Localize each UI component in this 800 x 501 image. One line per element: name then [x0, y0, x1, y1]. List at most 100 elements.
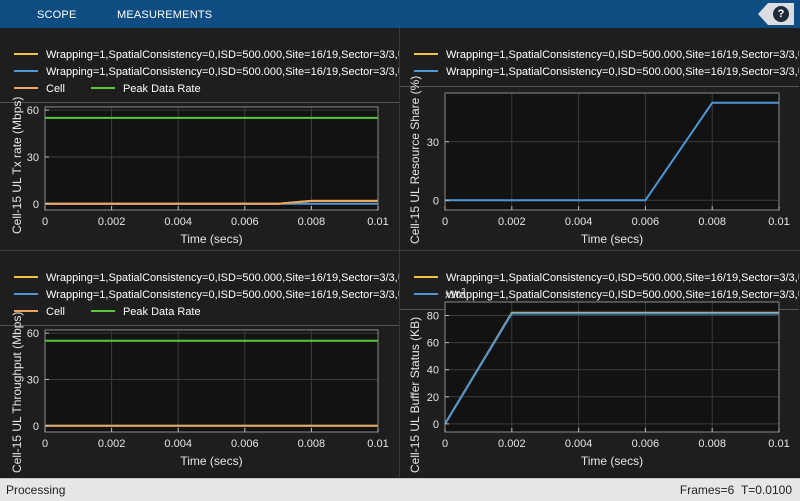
- y-tick-label: 60: [27, 105, 39, 117]
- legend-label: Wrapping=1,SpatialConsistency=0,ISD=500.…: [46, 66, 399, 78]
- panel-resource-share: Wrapping=1,SpatialConsistency=0,ISD=500.…: [400, 28, 799, 250]
- x-tick-label: 0.002: [498, 216, 526, 228]
- plot-area: [445, 93, 779, 210]
- legend-border: [0, 325, 399, 326]
- legend-label: Peak Data Rate: [122, 306, 201, 318]
- x-tick-label: 0.008: [698, 216, 726, 228]
- x-tick-label: 0.002: [98, 438, 126, 450]
- legend-entry[interactable]: Wrapping=1,SpatialConsistency=0,ISD=500.…: [14, 289, 399, 303]
- legend-label: Cell: [46, 83, 65, 95]
- x-tick-label: 0.006: [632, 216, 660, 228]
- y-tick-label: 60: [27, 328, 39, 340]
- y-tick-label: 30: [427, 137, 439, 149]
- legend-line-blue: [414, 70, 438, 73]
- tab-scope[interactable]: SCOPE: [37, 9, 77, 21]
- toolstrip: SCOPE MEASUREMENTS ?: [0, 0, 800, 28]
- legend-line-yellow: [14, 53, 38, 56]
- series-line: [45, 199, 378, 205]
- chart-axes[interactable]: 0 0.002 0.004 0.006 0.008 0.01 0 30 60 Time (secs…: [0, 251, 399, 473]
- legend-line-yellow: [14, 276, 38, 279]
- legend-entry[interactable]: Cell: [14, 306, 65, 318]
- y-tick-label: 30: [27, 152, 39, 164]
- legend-entry[interactable]: Wrapping=1,SpatialConsistency=0,ISD=500.…: [414, 272, 799, 286]
- x-axis-label: Time (secs): [180, 232, 242, 246]
- chart-axes[interactable]: 0 0.002 0.004 0.006 0.008 0.01 0 30 60 Time (secs…: [0, 28, 399, 250]
- y-tick-label: 0: [433, 419, 439, 431]
- panel-buffer-status: Wrapping=1,SpatialConsistency=0,ISD=500.…: [400, 251, 799, 473]
- axes-box: [44, 106, 379, 211]
- legend-line-blue: [414, 293, 438, 296]
- status-bar: Processing Frames=6 T=0.0100: [0, 478, 800, 501]
- y-tick-label: 60: [427, 338, 439, 350]
- x-tick-label: 0: [442, 216, 448, 228]
- x-tick-label: 0: [42, 216, 48, 228]
- status-readout: Frames=6 T=0.0100: [680, 483, 792, 497]
- legend-entry[interactable]: Wrapping=1,SpatialConsistency=0,ISD=500.…: [14, 66, 399, 80]
- y-tick-label: 20: [427, 392, 439, 404]
- tab-measurements[interactable]: MEASUREMENTS: [117, 9, 213, 21]
- x-tick-label: 0.004: [565, 438, 593, 450]
- legend[interactable]: Wrapping=1,SpatialConsistency=0,ISD=500.…: [0, 251, 399, 351]
- legend-label: Wrapping=1,SpatialConsistency=0,ISD=500.…: [46, 289, 399, 301]
- legend-entry[interactable]: Wrapping=1,SpatialConsistency=0,ISD=500.…: [414, 289, 799, 303]
- legend-label: Wrapping=1,SpatialConsistency=0,ISD=500.…: [446, 66, 799, 78]
- x-tick-label: 0.01: [367, 216, 388, 228]
- x-axis-label: Time (secs): [581, 454, 643, 468]
- help-button-shape: ?: [758, 3, 794, 25]
- x-tick-label: 0.006: [632, 438, 660, 450]
- legend-line-yellow: [414, 53, 438, 56]
- panel-divider-vertical: [399, 28, 400, 477]
- x-tick-label: 0.008: [298, 438, 326, 450]
- chart-axes[interactable]: 0 0.002 0.004 0.006 0.008 0.01 0 20 40 60 80 Time (…: [400, 251, 799, 473]
- legend-label: Wrapping=1,SpatialConsistency=0,ISD=500.…: [446, 49, 799, 61]
- legend-entry[interactable]: Peak Data Rate: [90, 83, 201, 95]
- legend-line-blue: [14, 293, 38, 296]
- x-tick-label: 0: [42, 438, 48, 450]
- y-tick-label: 40: [427, 365, 439, 377]
- legend-line-yellow: [414, 276, 438, 279]
- chart-axes[interactable]: 0 0.002 0.004 0.006 0.008 0.01 0 30 Time (secs): [400, 28, 799, 250]
- legend[interactable]: Wrapping=1,SpatialConsistency=0,ISD=500.…: [0, 28, 399, 128]
- plot-area: [45, 330, 378, 432]
- y-tick-label: 30: [27, 374, 39, 386]
- x-tick-label: 0.008: [298, 216, 326, 228]
- legend-entry[interactable]: Wrapping=1,SpatialConsistency=0,ISD=500.…: [414, 49, 799, 63]
- y-tick-label: 0: [33, 421, 39, 433]
- legend-entry[interactable]: Wrapping=1,SpatialConsistency=0,ISD=500.…: [14, 272, 399, 286]
- legend-entry-row: Cell Peak Data Rate: [14, 306, 227, 320]
- legend-line-green: [90, 310, 115, 313]
- x-tick-label: 0.004: [565, 216, 593, 228]
- legend-label: Cell: [46, 306, 65, 318]
- legend-line-blue: [14, 70, 38, 73]
- legend-line-orange: [14, 310, 38, 313]
- axis-exponent-power: 3: [461, 287, 466, 296]
- x-tick-label: 0.004: [164, 216, 192, 228]
- x-tick-label: 0.002: [98, 216, 126, 228]
- frame-count: Frames=6: [679, 483, 735, 497]
- legend-entry[interactable]: Wrapping=1,SpatialConsistency=0,ISD=500.…: [14, 49, 399, 63]
- legend-border: [0, 102, 399, 103]
- sim-time: T=0.0100: [740, 483, 792, 497]
- x-tick-label: 0.01: [768, 216, 789, 228]
- y-tick-label: 80: [427, 311, 439, 323]
- y-tick-label: 0: [433, 195, 439, 207]
- help-icon: ?: [773, 6, 789, 22]
- axes-box: [44, 329, 379, 433]
- legend-label: Wrapping=1,SpatialConsistency=0,ISD=500.…: [446, 289, 799, 301]
- x-tick-label: 0.002: [498, 438, 526, 450]
- legend-label: Wrapping=1,SpatialConsistency=0,ISD=500.…: [446, 272, 799, 284]
- legend-entry[interactable]: Cell: [14, 83, 65, 95]
- help-button[interactable]: ?: [748, 3, 794, 25]
- legend-entry-row: Cell Peak Data Rate: [14, 83, 227, 97]
- legend-line-green: [90, 87, 115, 90]
- axis-exponent-label: x103: [445, 287, 466, 301]
- x-tick-label: 0.01: [768, 438, 789, 450]
- plot-area: [445, 302, 779, 432]
- legend[interactable]: Wrapping=1,SpatialConsistency=0,ISD=500.…: [400, 28, 799, 128]
- legend-entry[interactable]: Wrapping=1,SpatialConsistency=0,ISD=500.…: [414, 66, 799, 80]
- legend-label: Peak Data Rate: [122, 83, 201, 95]
- legend-entry[interactable]: Peak Data Rate: [90, 306, 201, 318]
- axes-box: [444, 301, 780, 433]
- y-tick-label: 0: [33, 199, 39, 211]
- legend-border: [400, 86, 799, 87]
